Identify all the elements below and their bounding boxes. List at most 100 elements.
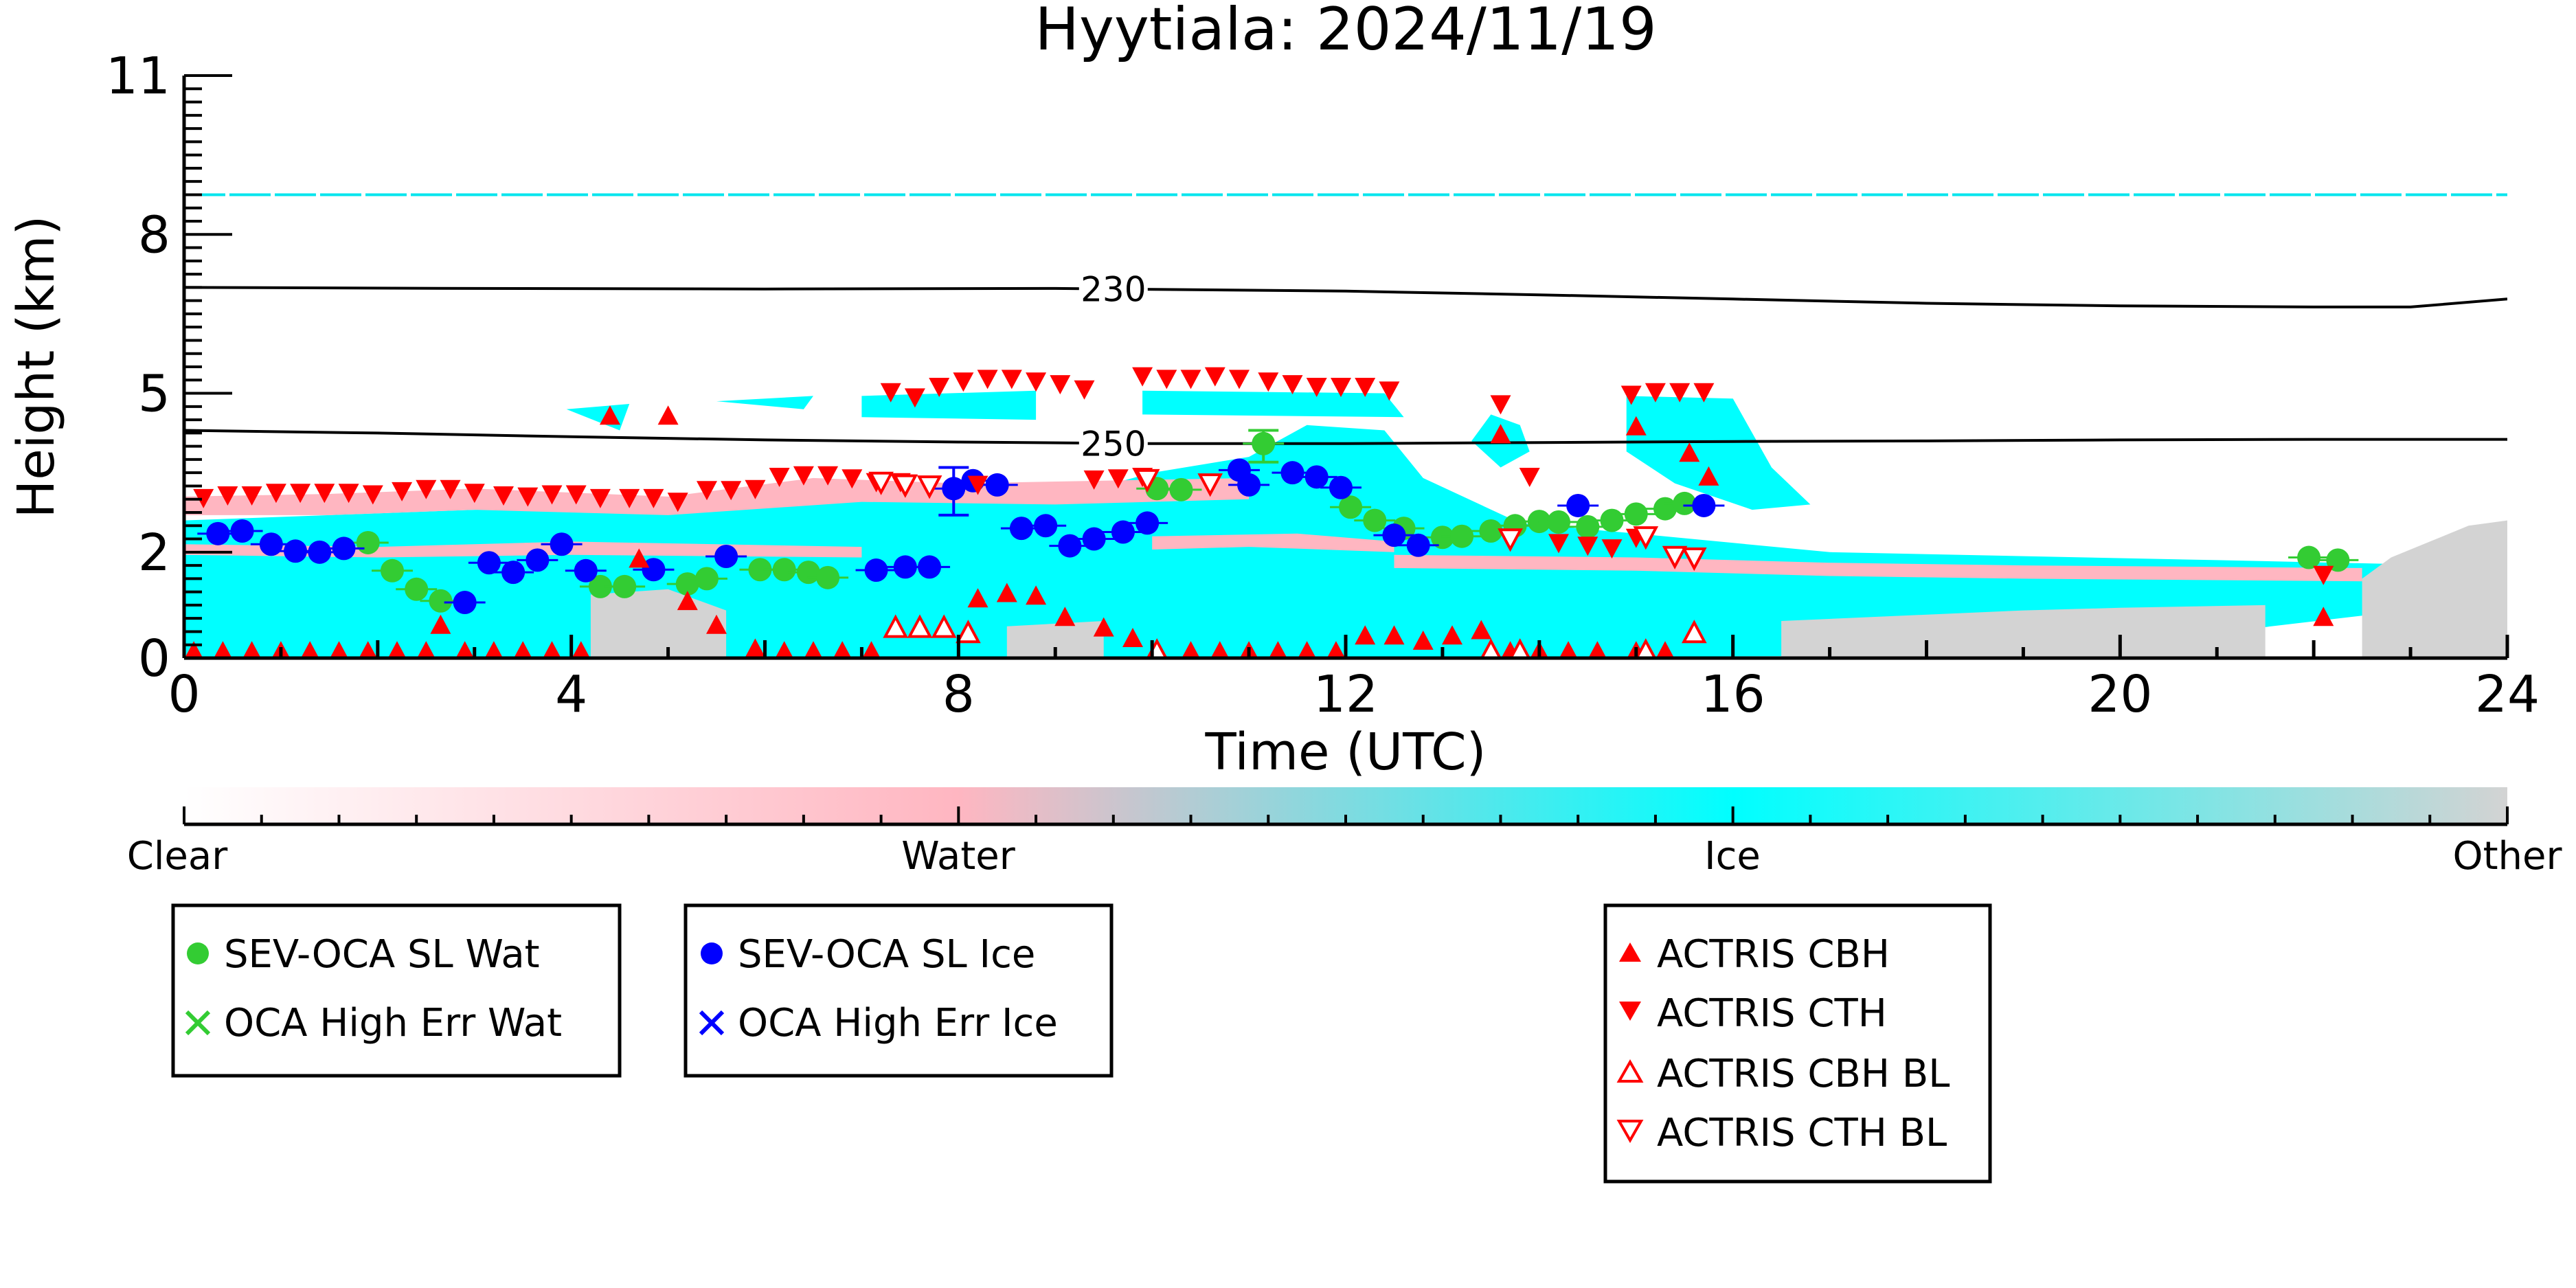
- data-point: [1548, 534, 1569, 554]
- data-point: [517, 487, 539, 507]
- data-point: [1633, 526, 1659, 550]
- data-point: [2297, 545, 2321, 569]
- y-tick-label-8: 8: [138, 205, 170, 264]
- data-point: [543, 641, 561, 658]
- data-point: [550, 532, 574, 556]
- data-point: [1480, 638, 1502, 658]
- data-point: [193, 488, 214, 508]
- data-point: [1698, 466, 1719, 486]
- data-point: [1479, 519, 1503, 543]
- region-ice: [1142, 390, 1404, 418]
- series-sev-oca-sl-wat: [347, 431, 2359, 613]
- data-point: [541, 485, 563, 505]
- data-point: [1058, 534, 1082, 558]
- data-point: [864, 558, 888, 583]
- data-point: [1050, 375, 1071, 395]
- legend-box: [1603, 903, 1992, 1184]
- x-axis-label: Time (UTC): [1204, 723, 1486, 782]
- data-point: [629, 548, 650, 568]
- data-point: [1673, 491, 1697, 515]
- data-point: [694, 567, 719, 591]
- x-tick-label-4: 4: [555, 665, 587, 724]
- data-point: [440, 479, 461, 499]
- data-point: [1197, 473, 1223, 497]
- data-point: [1026, 372, 1047, 392]
- x-tick-label-16: 16: [1701, 665, 1765, 724]
- data-point: [1669, 383, 1691, 403]
- colorbar-ticks: [183, 806, 2509, 824]
- data-point: [1681, 547, 1707, 572]
- contour-line-230: [184, 286, 2507, 308]
- data-point: [265, 484, 286, 504]
- data-point: [417, 641, 436, 658]
- data-point: [501, 561, 526, 585]
- y-tick-label-5: 5: [138, 365, 170, 424]
- contour-label-230: 230: [1081, 270, 1146, 310]
- colorbar-label-other: Other: [2452, 834, 2562, 879]
- data-point: [1304, 465, 1329, 489]
- data-point: [416, 479, 437, 499]
- data-point: [356, 530, 380, 554]
- data-point: [308, 540, 332, 564]
- x-tick-label-8: 8: [942, 665, 975, 724]
- legend-marker-circle-blue: [701, 942, 723, 964]
- data-point: [230, 519, 254, 543]
- data-point: [967, 588, 988, 608]
- data-point: [1490, 395, 1511, 415]
- colorbar-label-clear: Clear: [127, 834, 228, 879]
- data-point: [1182, 641, 1200, 658]
- data-point: [1692, 493, 1716, 517]
- data-point: [2313, 565, 2334, 585]
- legend-sev-oca-ice: SEV-OCA SL Ice OCA High Err Ice: [683, 903, 1114, 1078]
- data-point: [1681, 620, 1707, 644]
- data-point: [1269, 641, 1287, 658]
- legend-label-actris-cbh: ACTRIS CBH: [1657, 932, 1890, 977]
- legend-box: [171, 903, 622, 1078]
- data-point: [1329, 475, 1353, 499]
- data-point: [996, 583, 1017, 602]
- contour-line-250: [184, 429, 2507, 445]
- x-ticks: 0 4 8 12 16 20 24: [168, 635, 2540, 724]
- data-point: [338, 484, 359, 504]
- data-point: [775, 641, 793, 658]
- data-point: [241, 486, 262, 506]
- data-point: [706, 614, 727, 634]
- legend-marker-triangle-up-open: [1616, 1059, 1644, 1083]
- legend-actris: ACTRIS CBH ACTRIS CTH ACTRIS CBH BL ACTR…: [1603, 903, 1992, 1184]
- cloud-classification-regions: [184, 390, 2507, 658]
- region-ice: [566, 404, 630, 431]
- series-actris-cbh-bl: [883, 614, 1707, 658]
- data-point: [477, 551, 501, 575]
- data-point: [1406, 533, 1430, 557]
- data-point: [1107, 469, 1129, 489]
- data-point: [429, 589, 453, 613]
- data-point: [697, 481, 717, 501]
- legend-box: [683, 903, 1114, 1078]
- data-point: [1624, 502, 1648, 526]
- data-point: [1635, 638, 1657, 658]
- y-axis-label: Height (km): [7, 216, 66, 519]
- data-point: [565, 485, 587, 505]
- legend-label-sev-oca-sl-wat: SEV-OCA SL Wat: [224, 932, 540, 977]
- data-point: [1306, 378, 1327, 397]
- data-point: [1083, 470, 1105, 490]
- data-point: [1229, 370, 1250, 389]
- data-point: [1034, 514, 1058, 538]
- region-ice: [861, 390, 1037, 420]
- data-point: [657, 405, 679, 425]
- data-point: [929, 378, 950, 397]
- data-point: [745, 638, 766, 658]
- data-point: [300, 641, 319, 658]
- data-point: [1001, 370, 1022, 389]
- data-point: [1656, 641, 1675, 658]
- data-point: [1509, 638, 1531, 658]
- contour-label-bg: [1078, 424, 1148, 463]
- data-point: [1601, 539, 1623, 559]
- region-other: [1006, 621, 1104, 658]
- data-point: [772, 558, 796, 582]
- data-point: [1442, 625, 1462, 645]
- data-point: [513, 641, 532, 658]
- data-point: [1122, 628, 1143, 647]
- data-point: [314, 484, 335, 504]
- data-point: [1074, 380, 1095, 400]
